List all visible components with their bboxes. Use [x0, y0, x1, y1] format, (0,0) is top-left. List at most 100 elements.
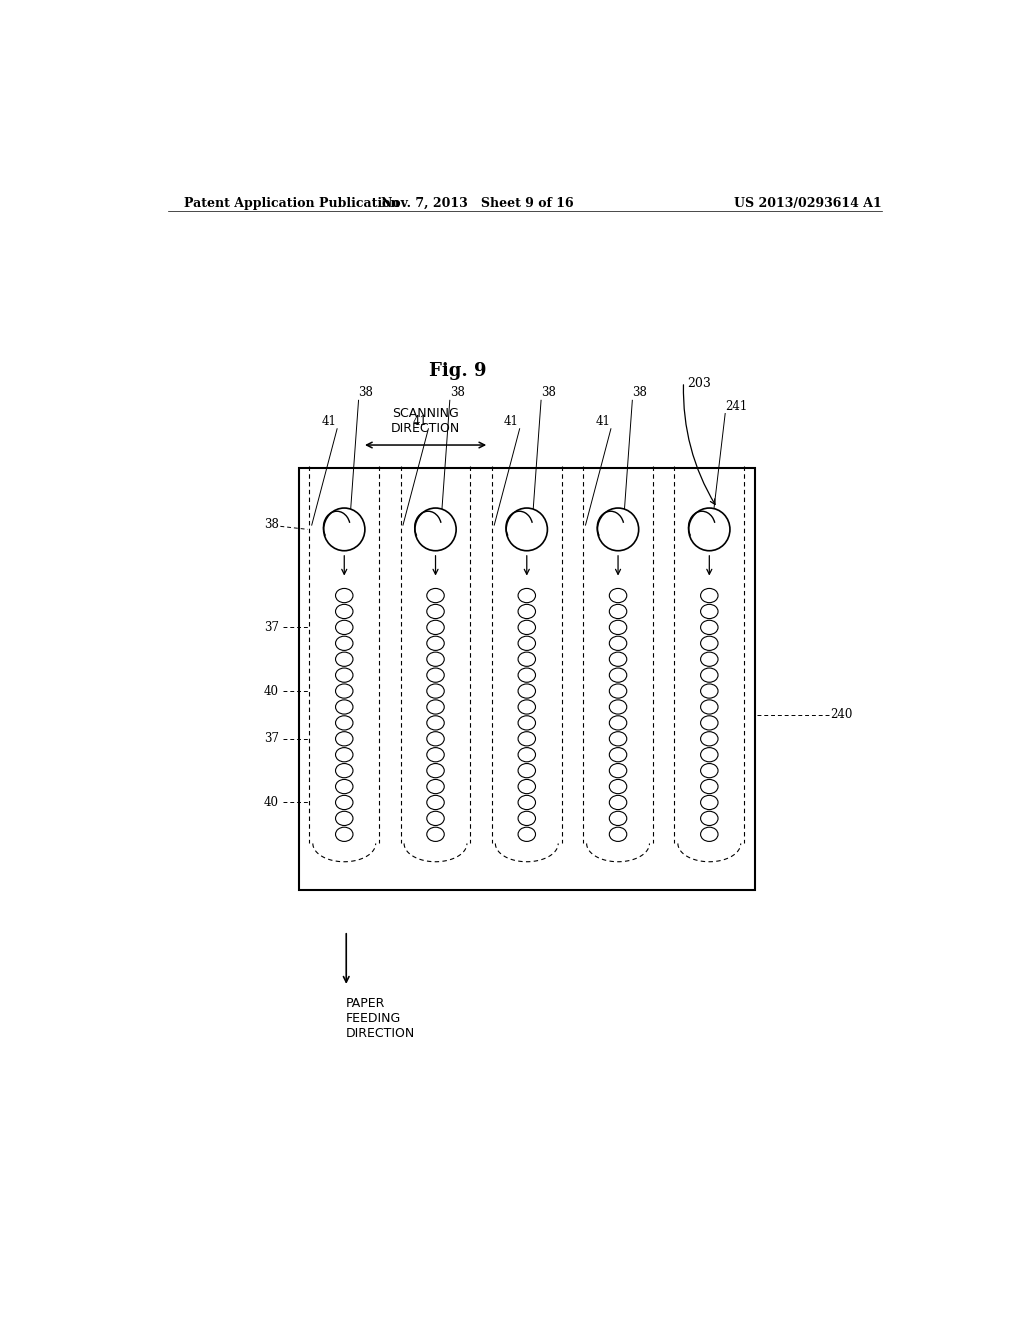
- Ellipse shape: [518, 715, 536, 730]
- Ellipse shape: [609, 668, 627, 682]
- Ellipse shape: [336, 747, 353, 762]
- Ellipse shape: [700, 763, 718, 777]
- Ellipse shape: [518, 747, 536, 762]
- Ellipse shape: [700, 828, 718, 841]
- Ellipse shape: [700, 652, 718, 667]
- Text: SCANNING
DIRECTION: SCANNING DIRECTION: [391, 408, 460, 436]
- Ellipse shape: [609, 796, 627, 809]
- Text: Nov. 7, 2013   Sheet 9 of 16: Nov. 7, 2013 Sheet 9 of 16: [381, 197, 573, 210]
- Ellipse shape: [336, 636, 353, 651]
- Ellipse shape: [336, 700, 353, 714]
- Ellipse shape: [336, 668, 353, 682]
- Ellipse shape: [700, 796, 718, 809]
- Text: 41: 41: [413, 414, 428, 428]
- Ellipse shape: [609, 589, 627, 603]
- Ellipse shape: [609, 684, 627, 698]
- Text: 37: 37: [264, 620, 279, 634]
- Ellipse shape: [609, 605, 627, 619]
- Text: 38: 38: [358, 387, 374, 399]
- Ellipse shape: [427, 812, 444, 825]
- Ellipse shape: [506, 508, 548, 550]
- Ellipse shape: [518, 652, 536, 667]
- Text: 41: 41: [595, 414, 610, 428]
- Ellipse shape: [427, 652, 444, 667]
- Ellipse shape: [336, 731, 353, 746]
- Ellipse shape: [336, 715, 353, 730]
- Ellipse shape: [427, 779, 444, 793]
- Ellipse shape: [689, 508, 730, 550]
- Ellipse shape: [609, 747, 627, 762]
- Ellipse shape: [415, 508, 456, 550]
- Ellipse shape: [427, 684, 444, 698]
- Ellipse shape: [518, 763, 536, 777]
- Ellipse shape: [700, 812, 718, 825]
- Ellipse shape: [336, 812, 353, 825]
- Text: Patent Application Publication: Patent Application Publication: [183, 197, 399, 210]
- Text: 38: 38: [450, 387, 465, 399]
- Ellipse shape: [336, 796, 353, 809]
- Text: 241: 241: [725, 400, 748, 412]
- Text: 240: 240: [830, 709, 853, 722]
- Ellipse shape: [336, 605, 353, 619]
- Ellipse shape: [597, 508, 639, 550]
- Ellipse shape: [324, 508, 365, 550]
- Text: 41: 41: [504, 414, 519, 428]
- Ellipse shape: [518, 636, 536, 651]
- Ellipse shape: [336, 684, 353, 698]
- Ellipse shape: [609, 828, 627, 841]
- Ellipse shape: [518, 796, 536, 809]
- Ellipse shape: [427, 668, 444, 682]
- Ellipse shape: [427, 700, 444, 714]
- Ellipse shape: [336, 652, 353, 667]
- Ellipse shape: [609, 636, 627, 651]
- Ellipse shape: [518, 779, 536, 793]
- Text: 203: 203: [687, 378, 712, 389]
- Ellipse shape: [427, 747, 444, 762]
- Ellipse shape: [700, 668, 718, 682]
- Ellipse shape: [700, 636, 718, 651]
- Ellipse shape: [336, 763, 353, 777]
- Text: 38: 38: [633, 387, 647, 399]
- Ellipse shape: [427, 620, 444, 635]
- Ellipse shape: [700, 684, 718, 698]
- Ellipse shape: [518, 589, 536, 603]
- Ellipse shape: [700, 605, 718, 619]
- Ellipse shape: [427, 731, 444, 746]
- Ellipse shape: [427, 828, 444, 841]
- Ellipse shape: [518, 668, 536, 682]
- Ellipse shape: [609, 652, 627, 667]
- Ellipse shape: [336, 828, 353, 841]
- Text: 37: 37: [264, 733, 279, 746]
- Ellipse shape: [518, 620, 536, 635]
- Ellipse shape: [518, 731, 536, 746]
- Ellipse shape: [336, 779, 353, 793]
- Ellipse shape: [700, 779, 718, 793]
- Text: 41: 41: [322, 414, 336, 428]
- Ellipse shape: [427, 636, 444, 651]
- Ellipse shape: [609, 731, 627, 746]
- Text: Fig. 9: Fig. 9: [429, 362, 486, 380]
- Ellipse shape: [518, 812, 536, 825]
- Ellipse shape: [700, 715, 718, 730]
- Ellipse shape: [700, 700, 718, 714]
- Ellipse shape: [609, 620, 627, 635]
- Ellipse shape: [700, 731, 718, 746]
- Ellipse shape: [336, 589, 353, 603]
- Ellipse shape: [700, 589, 718, 603]
- Ellipse shape: [336, 620, 353, 635]
- Ellipse shape: [609, 700, 627, 714]
- Ellipse shape: [609, 715, 627, 730]
- Ellipse shape: [609, 779, 627, 793]
- Text: 38: 38: [541, 387, 556, 399]
- Ellipse shape: [518, 684, 536, 698]
- Ellipse shape: [427, 715, 444, 730]
- Ellipse shape: [609, 812, 627, 825]
- Ellipse shape: [700, 620, 718, 635]
- Text: 40: 40: [264, 796, 279, 809]
- Text: 40: 40: [264, 685, 279, 697]
- Ellipse shape: [518, 828, 536, 841]
- Text: US 2013/0293614 A1: US 2013/0293614 A1: [734, 197, 882, 210]
- Text: 38: 38: [264, 517, 279, 531]
- Ellipse shape: [427, 763, 444, 777]
- Ellipse shape: [427, 589, 444, 603]
